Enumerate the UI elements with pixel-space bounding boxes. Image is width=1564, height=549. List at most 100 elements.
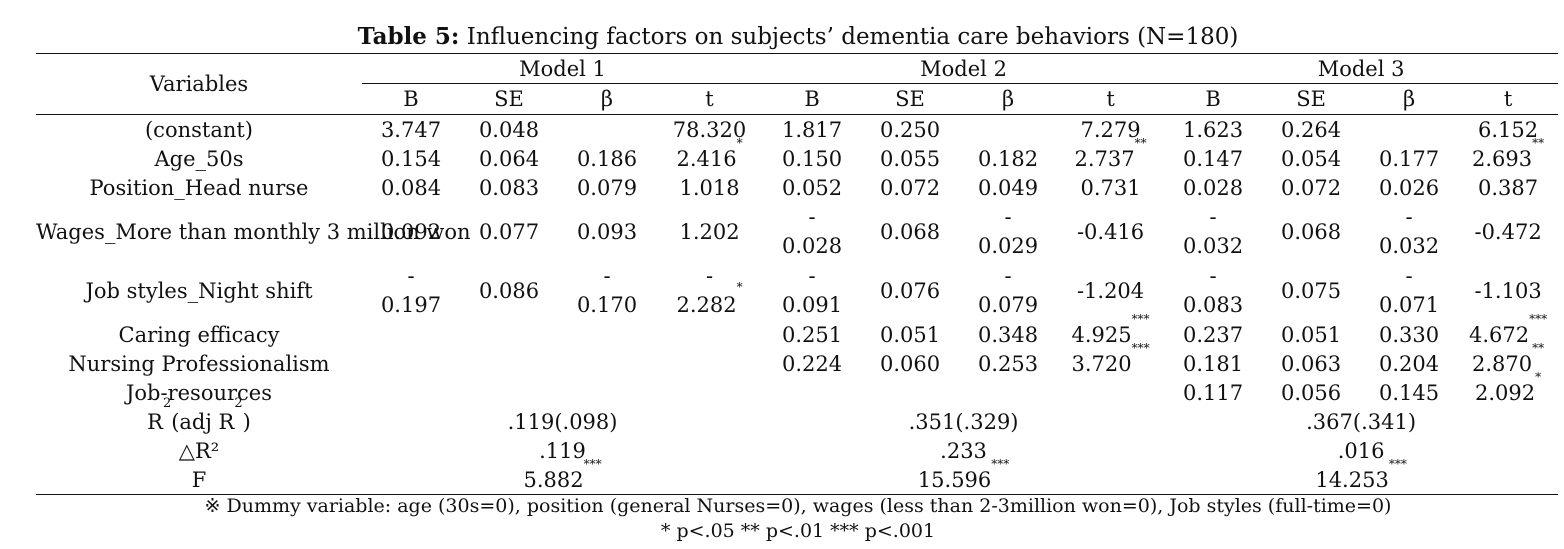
split-value: - 0.083 — [1183, 262, 1243, 320]
table-cell: 0.084 — [362, 173, 460, 202]
significance-mark: *** — [1529, 311, 1548, 326]
cell-value: 7.279 — [1080, 117, 1141, 142]
table-cell: 0.068 — [1262, 202, 1360, 261]
significance-mark: * — [1535, 369, 1542, 384]
cell-value: 0.056 — [1281, 380, 1342, 405]
variable-name: Nursing Professionalism — [68, 351, 330, 376]
summary-value: .233 — [763, 436, 1164, 465]
table-cell: 0.253 — [959, 349, 1057, 378]
table-cell: 3.747 — [362, 115, 460, 145]
minus-sign: - — [1405, 204, 1413, 229]
table-cell: 0.051 — [861, 320, 959, 349]
summary-label-part: R — [147, 409, 163, 434]
stat-header-t: t — [656, 83, 764, 115]
significance-mark: * — [736, 279, 743, 294]
table-cell — [460, 378, 558, 407]
magnitude: 0.032 — [1183, 233, 1244, 258]
cell-value: 0.731 — [1080, 175, 1141, 200]
cell-value: 0.330 — [1379, 322, 1440, 347]
table-cell — [861, 378, 959, 407]
table-cell: 2.416* — [656, 137, 763, 173]
table-row: Age_50s 0.154 0.064 0.186 2.416* 0.150 0.055 0.… — [36, 137, 1558, 173]
table-cell: 0.051 — [1262, 320, 1360, 349]
stat-header-b: B — [763, 83, 862, 115]
table-cell: 0.048 — [460, 115, 558, 145]
table-cell: 0.264 — [1262, 115, 1360, 145]
table-row: Wages_More than monthly 3 million won 0.0… — [36, 202, 1558, 261]
table-cell: 0.028 — [1164, 173, 1262, 202]
summary-label-part: △R² — [178, 438, 220, 463]
magnitude: 0.079 — [977, 292, 1039, 317]
minus-sign: - — [1004, 263, 1012, 288]
cell-value: -0.472 — [1474, 219, 1542, 244]
cell-value: 4.672 — [1469, 322, 1530, 347]
dummy-variable-note: ※ Dummy variable: age (30s=0), position … — [204, 495, 1392, 517]
cell-value: 0.092 — [380, 219, 442, 244]
cell-value: 2.737 — [1074, 146, 1135, 171]
cell-value: 0.237 — [1183, 322, 1244, 347]
table-cell — [460, 349, 558, 378]
cell-value: 0.117 — [1183, 380, 1244, 405]
table-cell: 4.672*** — [1458, 313, 1558, 349]
table-cell: - 0.029 — [959, 202, 1057, 261]
table-cell: - 0.071 — [1360, 261, 1458, 320]
split-value: - 0.032 — [1183, 203, 1243, 261]
table-cell: -0.472 — [1458, 202, 1558, 261]
stat-header-t: t — [1057, 83, 1165, 115]
table-cell: 0.250 — [861, 115, 959, 145]
minus-sign: - — [1209, 263, 1217, 288]
table-cell — [558, 115, 656, 145]
cell-value: 0.068 — [1281, 219, 1342, 244]
cell-value: 0.251 — [781, 322, 843, 347]
model-header-row: Variables Model 1 Model 2 Model 3 — [36, 53, 1559, 115]
table-cell: 0.182 — [959, 144, 1057, 173]
cell-value: 0.026 — [1379, 175, 1440, 200]
cell-value: 0.028 — [1183, 175, 1244, 200]
table-cell — [656, 349, 763, 378]
magnitude: 0.197 — [380, 292, 442, 317]
table-cell: 78.320 — [656, 115, 763, 145]
table-cell: 0.049 — [959, 173, 1057, 202]
summary-number: .119 — [539, 438, 586, 463]
table-cell: 1.817 — [763, 115, 861, 145]
table-cell: 0.186 — [558, 144, 656, 173]
cell-value: 0.049 — [977, 175, 1039, 200]
magnitude: 0.170 — [576, 292, 638, 317]
cell-value: 1.817 — [781, 117, 843, 142]
table-cell — [1360, 115, 1458, 145]
cell-value: 0.072 — [1281, 175, 1342, 200]
table-cell: 1.018 — [656, 173, 763, 202]
table-caption: Table 5: Influencing factors on subjects… — [0, 22, 1564, 52]
significance-mark: *** — [991, 456, 1010, 471]
cell-value: 0.076 — [879, 278, 941, 303]
cell-value: 0.064 — [478, 146, 540, 171]
variable-name: Job-resources — [125, 380, 272, 405]
table-cell: 0.177 — [1360, 144, 1458, 173]
cell-value: 0.177 — [1379, 146, 1440, 171]
table-cell: 0.181 — [1164, 349, 1262, 378]
split-value: - 0.197 — [381, 262, 441, 320]
cell-value: 0.150 — [781, 146, 843, 171]
table-footnotes: ※ Dummy variable: age (30s=0), position … — [0, 494, 1564, 544]
variable-name: Caring efficacy — [118, 322, 280, 347]
table-cell — [959, 378, 1057, 407]
table-cell: 0.068 — [861, 202, 959, 261]
split-value: -2.282* — [676, 262, 742, 320]
magnitude: 0.032 — [1379, 233, 1440, 258]
cell-value: 0.093 — [576, 219, 638, 244]
cell-value: 0.348 — [977, 322, 1039, 347]
summary-label-part: ) — [242, 409, 251, 434]
table-cell — [460, 320, 558, 349]
stat-header-se: SE — [460, 83, 558, 115]
significance-mark: ** — [1532, 135, 1545, 150]
cell-value: 0.253 — [977, 351, 1039, 376]
table-cell: 0.064 — [460, 144, 558, 173]
minus-sign: - — [1209, 204, 1217, 229]
cell-value: 0.182 — [977, 146, 1039, 171]
cell-value: 0.079 — [576, 175, 638, 200]
split-value: - 0.079 — [978, 262, 1038, 320]
table-cell: 0.083 — [460, 173, 558, 202]
table-cell: 0.147 — [1164, 144, 1262, 173]
table-cell: 0.251 — [763, 320, 861, 349]
